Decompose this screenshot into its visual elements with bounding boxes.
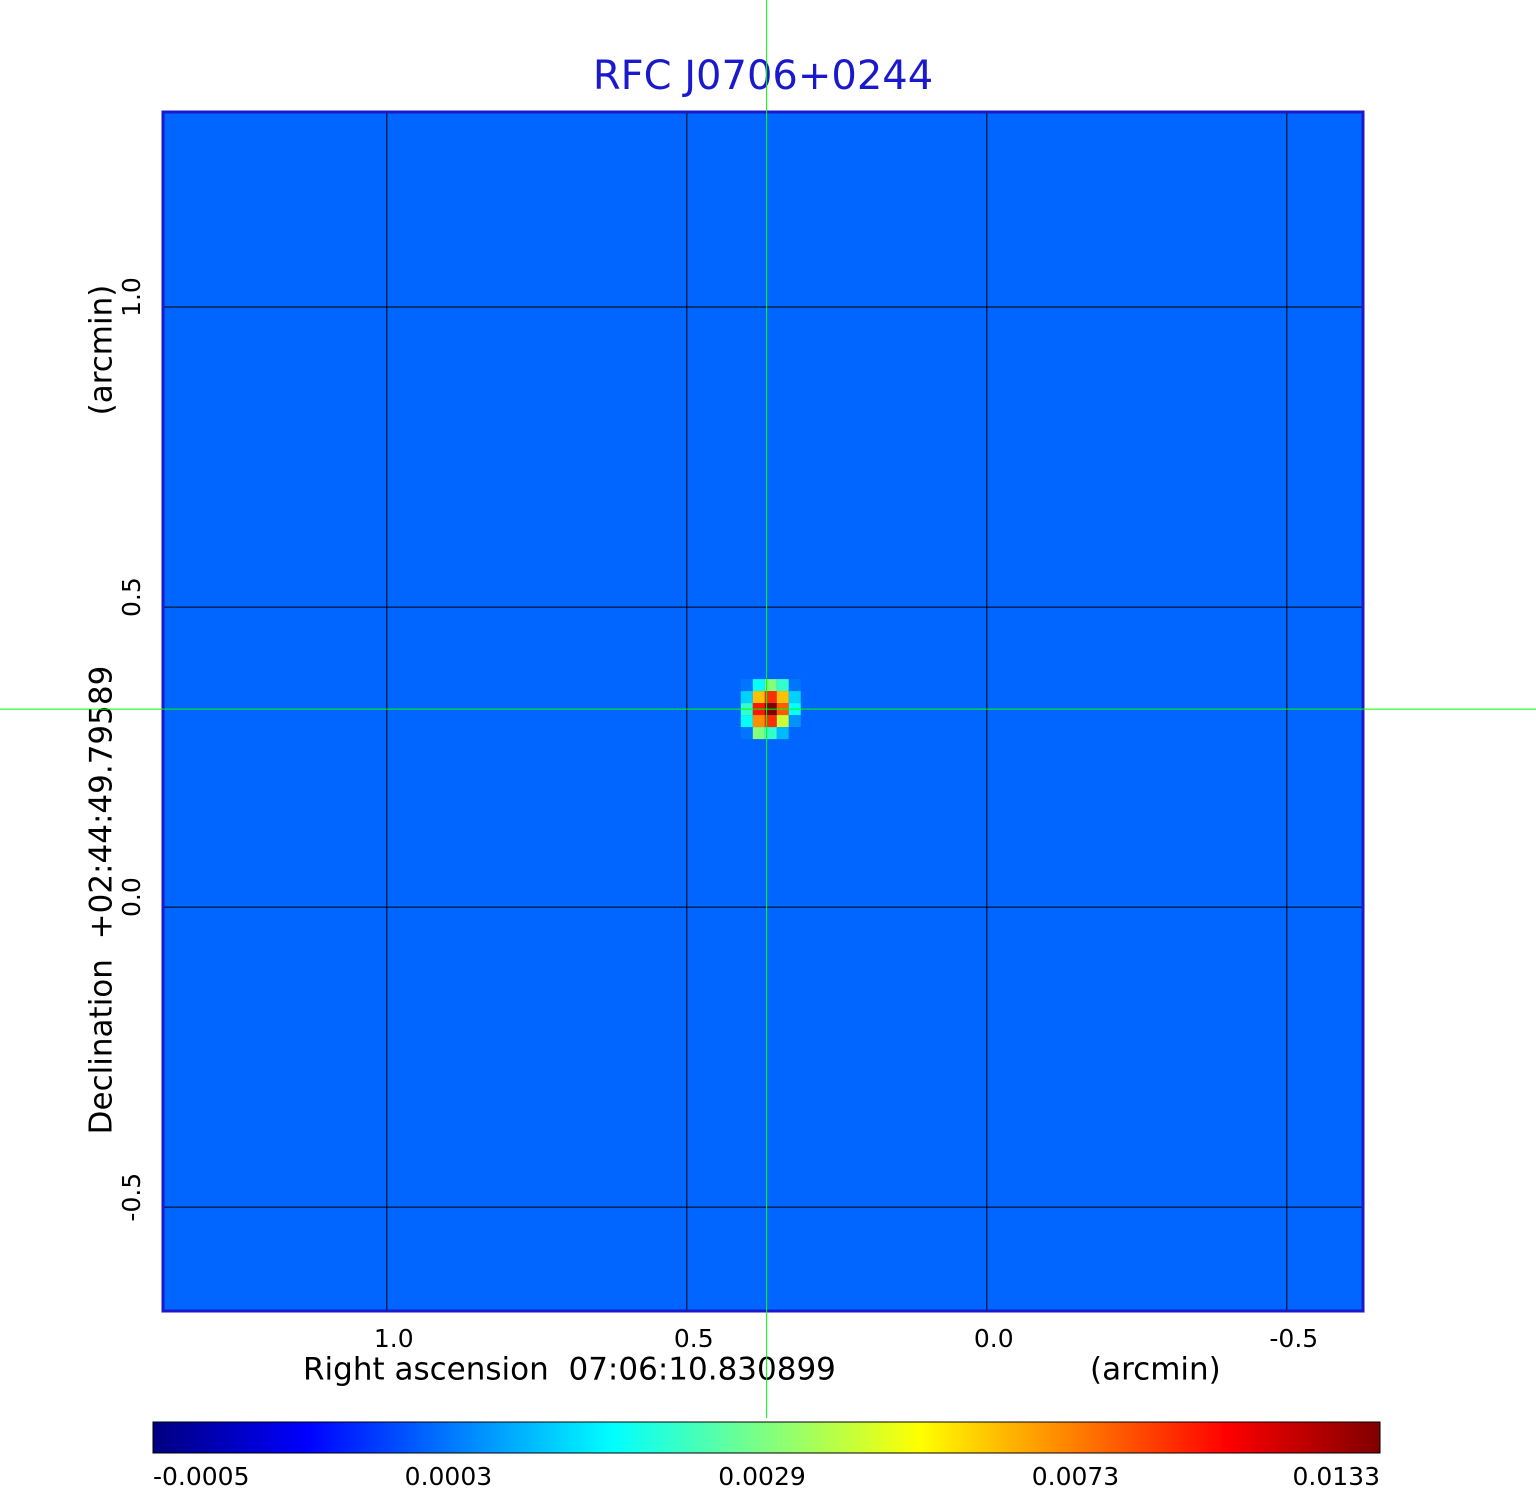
- heatmap-cell: [776, 691, 789, 704]
- heatmap-cell: [740, 715, 753, 728]
- heatmap-cell: [752, 691, 765, 704]
- chart-title: RFC J0706+0244: [593, 53, 933, 99]
- heatmap-cell: [740, 679, 753, 692]
- y-axis-label: Declination +02:44:49.79589: [84, 666, 120, 1135]
- x-axis-unit: (arcmin): [1090, 1352, 1221, 1388]
- heatmap-cell: [788, 727, 801, 740]
- heatmap-cell: [776, 727, 789, 740]
- colorbar-tick-label: 0.0133: [1293, 1462, 1380, 1491]
- y-axis-unit: (arcmin): [84, 285, 120, 416]
- x-tick-label: 1.0: [374, 1324, 414, 1353]
- heatmap-cell: [740, 727, 753, 740]
- heatmap-cell: [764, 727, 777, 740]
- x-tick-label: 0.5: [674, 1324, 714, 1353]
- colorbar: [152, 1421, 1381, 1454]
- y-tick-label: 0.5: [117, 577, 146, 617]
- x-tick-label: 0.0: [974, 1324, 1014, 1353]
- colorbar-tick-label: -0.0005: [153, 1462, 250, 1491]
- heatmap-cell: [752, 679, 765, 692]
- colorbar-tick-label: 0.0029: [718, 1462, 805, 1491]
- x-axis-label: Right ascension 07:06:10.830899: [303, 1352, 836, 1388]
- y-tick-label: 1.0: [117, 277, 146, 317]
- colorbar-tick-label: 0.0003: [405, 1462, 492, 1491]
- heatmap-cell: [764, 691, 777, 704]
- colorbar-tick-label: 0.0073: [1032, 1462, 1119, 1491]
- plot-frame: [161, 110, 1365, 1313]
- plot-area: [161, 110, 1365, 1313]
- heatmap-cell: [764, 715, 777, 728]
- x-tick-label: -0.5: [1269, 1324, 1318, 1353]
- heatmap-cell: [776, 679, 789, 692]
- heatmap-cell: [752, 727, 765, 740]
- heatmap-cell: [788, 715, 801, 728]
- y-tick-label: -0.5: [117, 1173, 146, 1222]
- heatmap-cell: [776, 715, 789, 728]
- heatmap-cell: [788, 691, 801, 704]
- heatmap-cell: [752, 715, 765, 728]
- heatmap-cell: [740, 691, 753, 704]
- y-tick-label: 0.0: [117, 877, 146, 917]
- heatmap-cell: [788, 679, 801, 692]
- heatmap-cell: [764, 679, 777, 692]
